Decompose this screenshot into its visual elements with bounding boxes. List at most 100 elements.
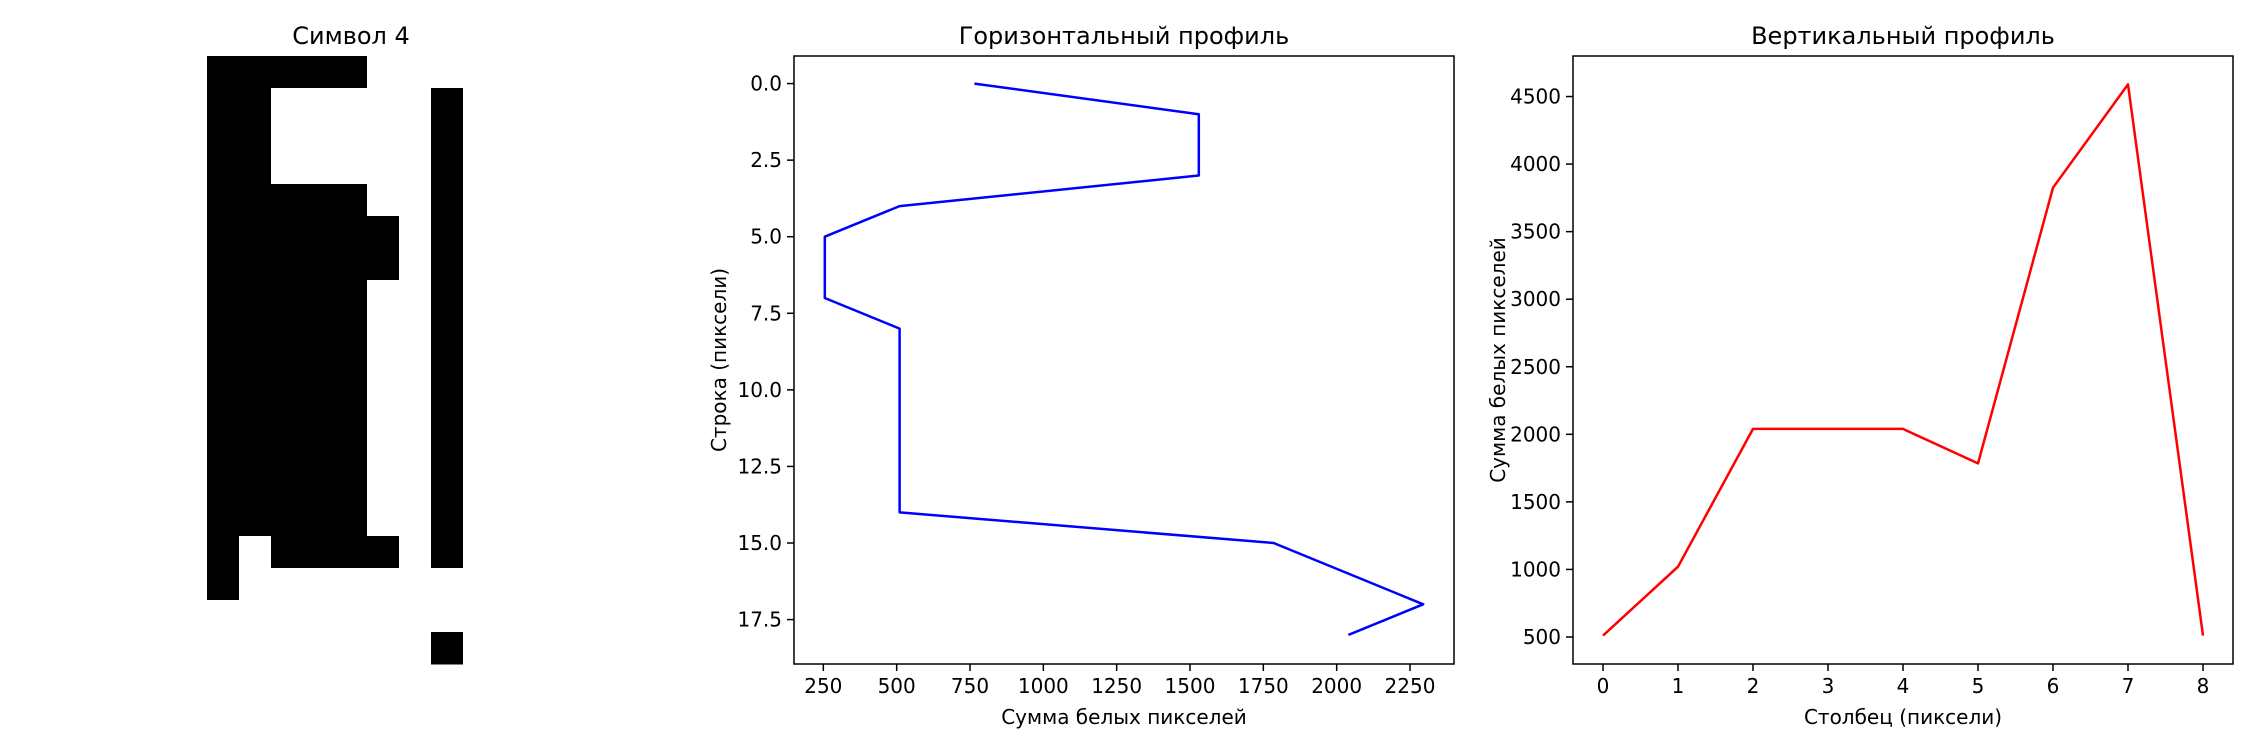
x-tick-label: 7 [2122, 674, 2135, 698]
pixel-cell [431, 120, 464, 153]
pixel-cell [367, 472, 400, 505]
horizontal-profile-x-axis-label: Сумма белых пикселей [1001, 705, 1247, 729]
vertical-profile-title: Вертикальный профиль [1751, 22, 2055, 50]
pixel-cell [399, 504, 432, 537]
y-tick-label: 1000 [1510, 557, 1561, 581]
pixel-cell [399, 184, 432, 217]
pixel-cell [271, 56, 304, 89]
pixel-cell [367, 376, 400, 409]
pixel-cell [239, 568, 272, 601]
pixel-cell [239, 312, 272, 345]
pixel-cell [335, 312, 368, 345]
pixel-cell [431, 312, 464, 345]
pixel-cell [303, 472, 336, 505]
pixel-cell [335, 568, 368, 601]
x-tick-label: 1500 [1165, 674, 1216, 698]
pixel-cell [271, 504, 304, 537]
pixel-cell [367, 56, 400, 89]
pixel-cell [271, 120, 304, 153]
horizontal-profile-ticks: 250 500 750 1000 1250 1500 1750 2000 2250 0.0 2.5 5… [737, 72, 1435, 698]
pixel-cell [271, 536, 304, 569]
pixel-cell [463, 88, 496, 121]
pixel-cell [271, 312, 304, 345]
pixel-cell [303, 376, 336, 409]
pixel-cell [207, 536, 240, 569]
pixel-cell [463, 600, 496, 633]
pixel-cell [463, 536, 496, 569]
y-tick-label: 3500 [1510, 220, 1561, 244]
pixel-cell [303, 184, 336, 217]
pixel-cell [399, 408, 432, 441]
pixel-cell [271, 184, 304, 217]
pixel-cell [303, 120, 336, 153]
pixel-cell [431, 344, 464, 377]
pixel-cell [463, 376, 496, 409]
pixel-cell [271, 408, 304, 441]
y-tick-label: 500 [1523, 625, 1561, 649]
pixel-cell [303, 536, 336, 569]
pixel-cell [207, 440, 240, 473]
pixel-cell [271, 440, 304, 473]
pixel-cell [239, 280, 272, 313]
pixel-cell [239, 440, 272, 473]
symbol-image-title: Символ 4 [292, 22, 410, 50]
pixel-cell [239, 376, 272, 409]
pixel-cell [399, 600, 432, 633]
axes-frame [1572, 55, 2234, 665]
x-tick-label: 750 [951, 674, 989, 698]
pixel-cell [367, 440, 400, 473]
pixel-cell [431, 184, 464, 217]
x-tick-label: 4 [1897, 674, 1910, 698]
pixel-cell [463, 280, 496, 313]
vertical-profile-panel: Вертикальный профиль Столбец (пиксели) С… [1486, 22, 2234, 729]
pixel-cell [463, 248, 496, 281]
pixel-cell [239, 600, 272, 633]
y-tick-label: 2.5 [750, 148, 782, 172]
pixel-cell [207, 248, 240, 281]
x-tick-label: 250 [804, 674, 842, 698]
x-tick-label: 500 [878, 674, 916, 698]
y-tick-label: 5.0 [750, 225, 782, 249]
pixel-cell [271, 152, 304, 185]
pixel-cell [335, 536, 368, 569]
pixel-cell [367, 280, 400, 313]
pixel-cell [463, 472, 496, 505]
x-tick-label: 1000 [1018, 674, 1069, 698]
pixel-cell [271, 632, 304, 665]
pixel-cell [431, 504, 464, 537]
pixel-cell [367, 600, 400, 633]
pixel-cell [303, 632, 336, 665]
pixel-cell [207, 216, 240, 249]
pixel-cell [239, 408, 272, 441]
y-tick-label: 4000 [1510, 152, 1561, 176]
pixel-cell [463, 568, 496, 601]
pixel-cell [303, 504, 336, 537]
pixel-cell [367, 536, 400, 569]
pixel-cell [431, 56, 464, 89]
pixel-cell [463, 344, 496, 377]
pixel-cell [239, 88, 272, 121]
pixel-cell [399, 568, 432, 601]
pixel-cell [463, 312, 496, 345]
pixel-cell [367, 88, 400, 121]
x-tick-label: 2 [1747, 674, 1760, 698]
x-tick-label: 2250 [1385, 674, 1436, 698]
pixel-cell [399, 312, 432, 345]
pixel-cell [367, 344, 400, 377]
pixel-cell [335, 440, 368, 473]
pixel-cell [271, 88, 304, 121]
pixel-cell [335, 600, 368, 633]
pixel-cell [335, 56, 368, 89]
pixel-cell [367, 184, 400, 217]
pixel-cell [207, 600, 240, 633]
x-tick-label: 3 [1822, 674, 1835, 698]
pixel-cell [207, 568, 240, 601]
pixel-cell [207, 408, 240, 441]
pixel-cell [239, 248, 272, 281]
pixel-cell [207, 312, 240, 345]
pixel-cell [431, 568, 464, 601]
y-tick-label: 1500 [1510, 490, 1561, 514]
pixel-cell [399, 632, 432, 665]
pixel-cell [367, 632, 400, 665]
pixel-cell [335, 248, 368, 281]
